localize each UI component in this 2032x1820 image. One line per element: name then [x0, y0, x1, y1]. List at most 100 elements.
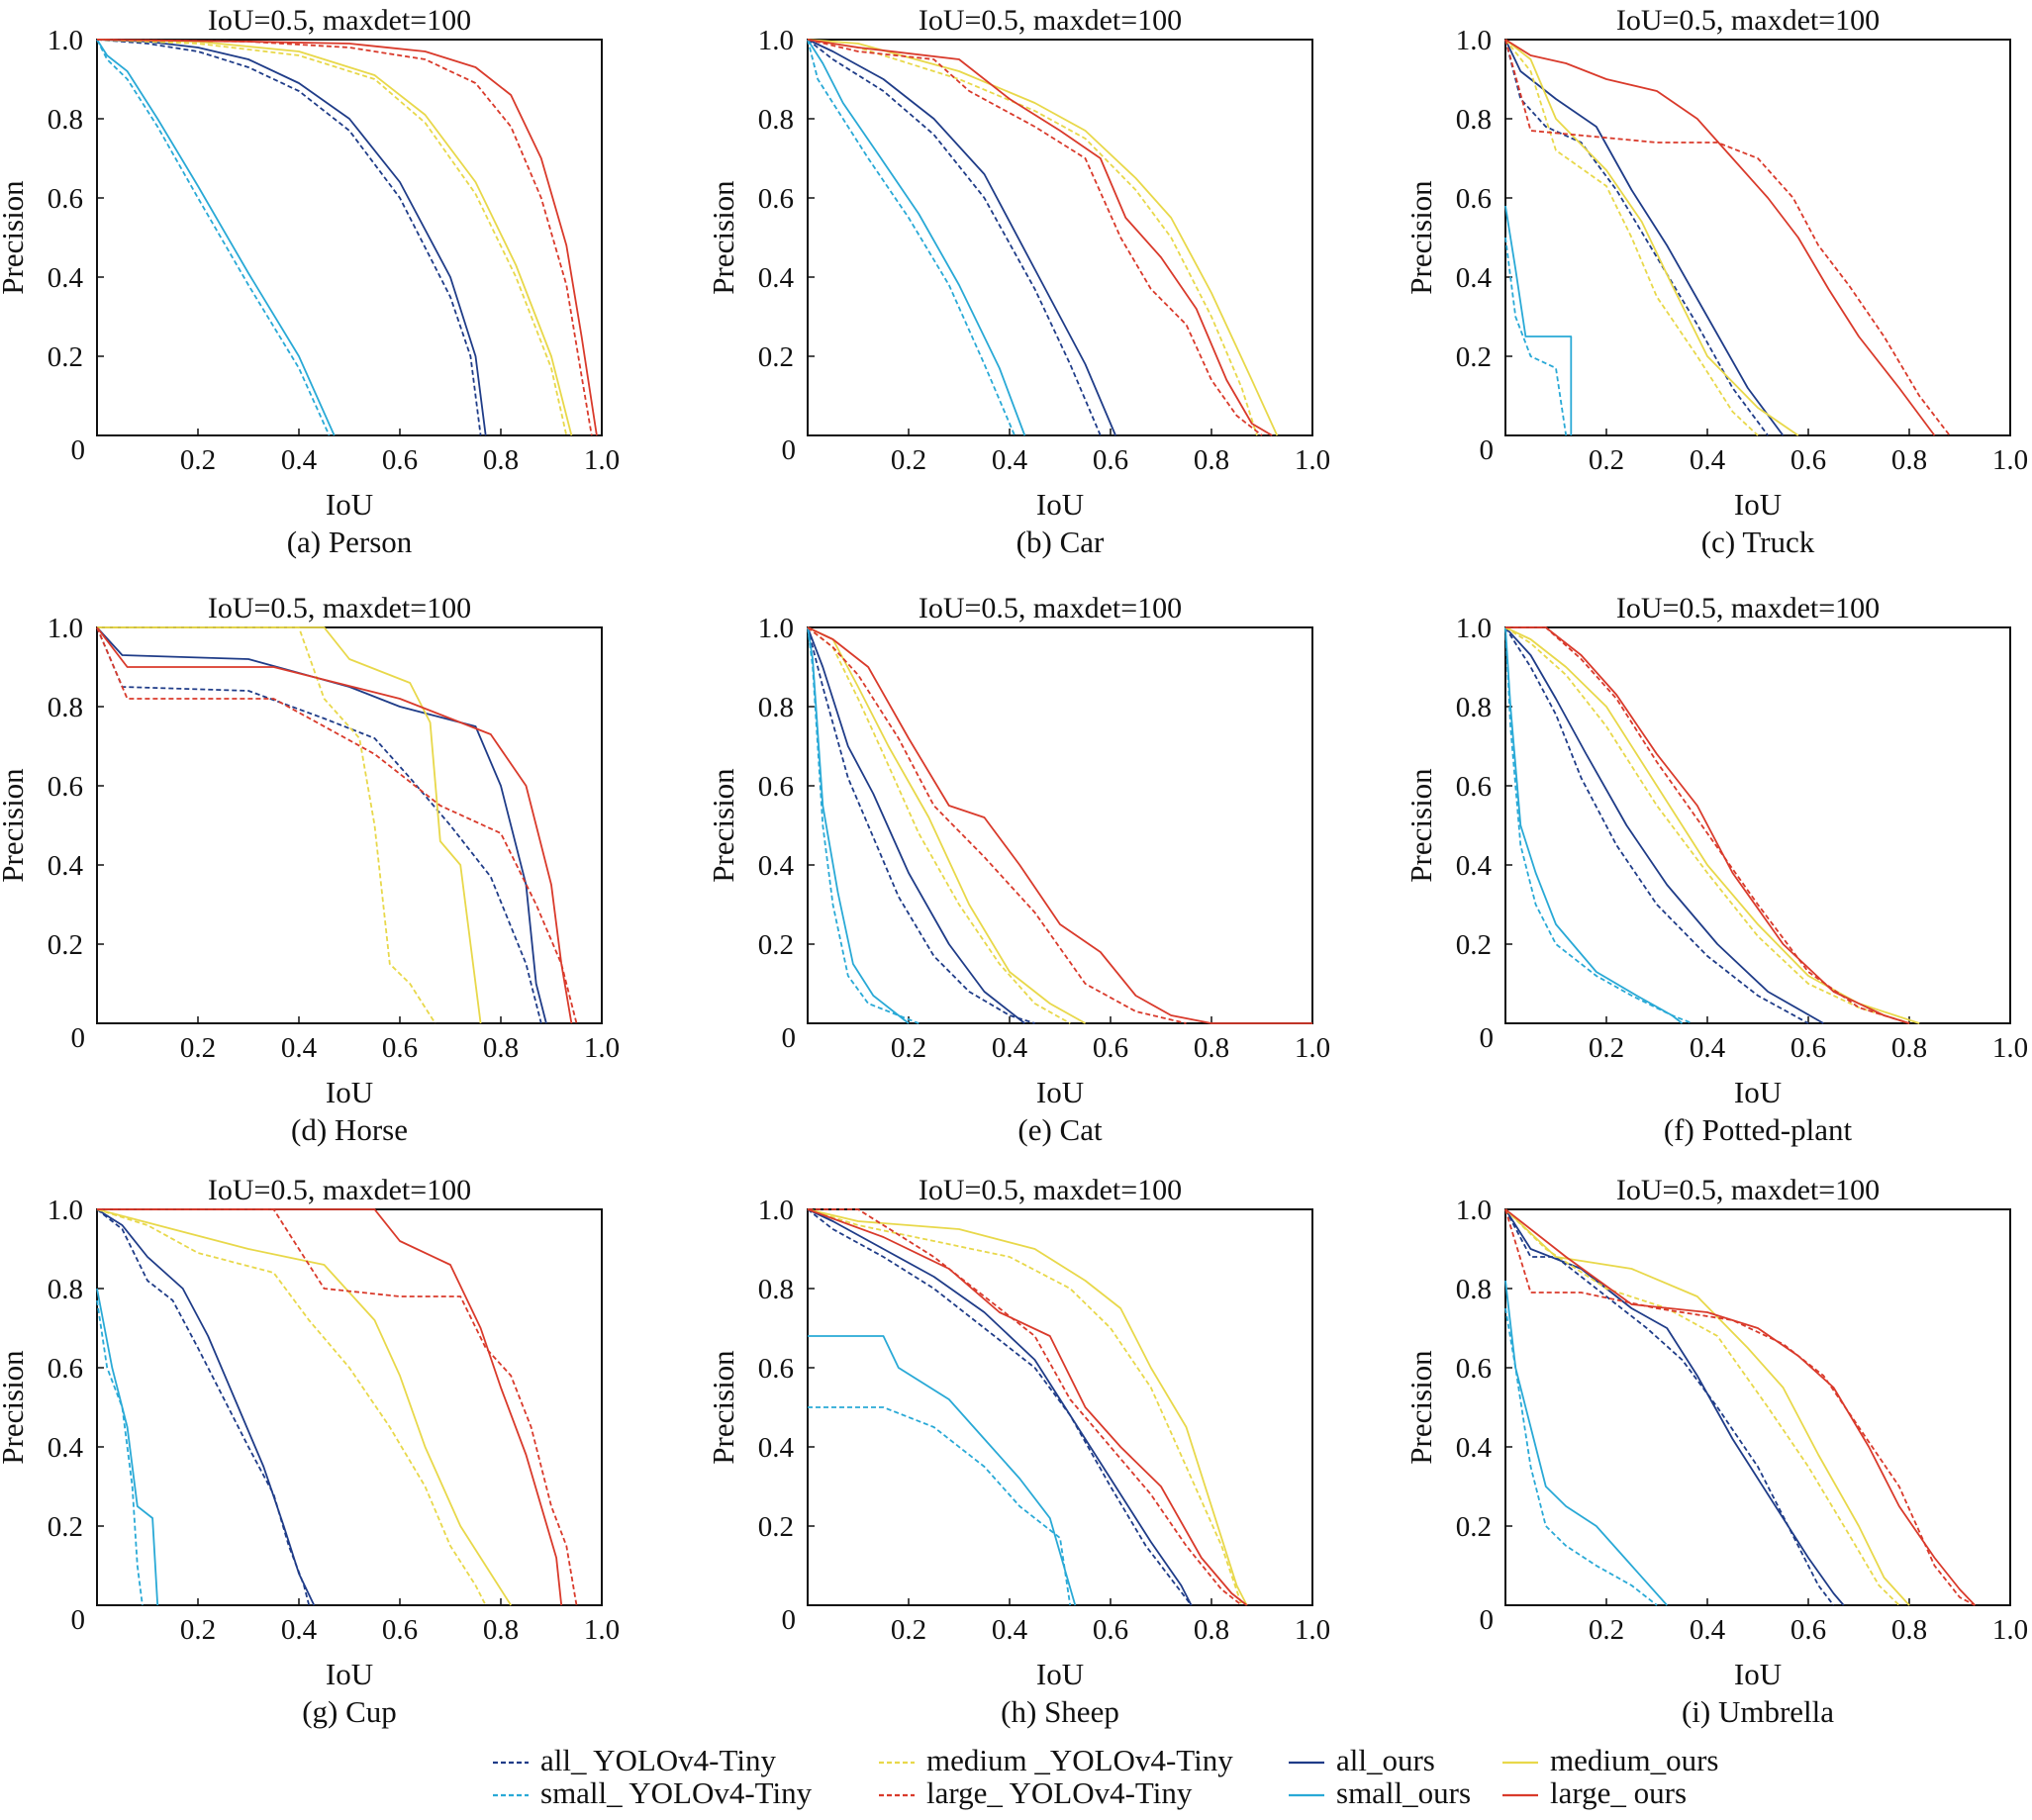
y-axis-label: Precision	[0, 1350, 30, 1465]
x-tick-label: 0.2	[891, 444, 926, 476]
series-line-medium-ours	[807, 1208, 1248, 1606]
series-line-all-yolo	[807, 626, 1035, 1024]
series-line-all-yolo	[96, 1208, 311, 1606]
panel-caption: (a) Person	[287, 525, 413, 559]
series-line-large-ours	[1505, 626, 1910, 1024]
x-axis-label: IoU	[1036, 1657, 1084, 1691]
chart-panel-5: IoU=0.5, maxdet=100 0.2 0.4 0.6 0.8 1.0 0.2 0.4…	[706, 592, 1330, 1147]
series-line-large-yolo	[1504, 1208, 1976, 1606]
x-tick-label: 0.2	[180, 1032, 216, 1064]
x-tick-label: 0.2	[180, 1614, 216, 1646]
x-tick-label: 0.6	[382, 1032, 418, 1064]
plot-frame	[1504, 626, 2011, 1024]
series-line-large-yolo	[807, 626, 1187, 1024]
y-axis-label: Precision	[1403, 768, 1438, 883]
legend-label: medium_ours	[1550, 1743, 1719, 1777]
x-axis-label: IoU	[1734, 1657, 1782, 1691]
x-tick-label: 0.4	[1690, 444, 1726, 476]
x-tick-label: 1.0	[584, 444, 620, 476]
series-line-large-ours	[1504, 39, 1936, 436]
series-line-small-ours	[807, 39, 1026, 436]
series-line-small-ours	[96, 1288, 159, 1606]
series-line-all-yolo	[1504, 1208, 1835, 1606]
plot-frame	[807, 626, 1313, 1024]
y-tick-label: 0.6	[48, 771, 83, 803]
y-tick-label: 0.8	[48, 1274, 83, 1305]
legend-item-large-yolo: large_ YOLOv4-Tiny	[879, 1775, 1193, 1810]
y-tick-label: 0.2	[758, 929, 794, 961]
series-line-medium-yolo	[96, 1208, 487, 1606]
y-axis-label: Precision	[0, 180, 30, 295]
y-tick-label: 0.4	[1456, 262, 1493, 294]
y-tick-label: 0.4	[48, 262, 84, 294]
panel-title: IoU=0.5, maxdet=100	[208, 592, 471, 624]
series-line-large-ours	[96, 626, 573, 1024]
panel-title: IoU=0.5, maxdet=100	[1616, 592, 1880, 624]
series-line-medium-yolo	[1504, 39, 1759, 436]
y-tick-label: 0.4	[758, 850, 795, 882]
plot-frame	[1504, 1208, 2011, 1606]
x-tick-label: 0.8	[483, 1032, 519, 1064]
y-tick-label: 1.0	[48, 1195, 83, 1226]
x-tick-label: 1.0	[1295, 1614, 1330, 1646]
panel-title: IoU=0.5, maxdet=100	[208, 4, 471, 37]
x-axis-label: IoU	[1734, 487, 1782, 522]
panel-caption: (i) Umbrella	[1682, 1694, 1834, 1729]
y-axis-label: Precision	[0, 768, 30, 883]
y-tick-label: 0.6	[758, 771, 794, 803]
x-tick-label: 0.8	[483, 444, 519, 476]
x-tick-label: 0.8	[1891, 444, 1927, 476]
y-tick-label: 0.6	[758, 183, 794, 215]
y-tick-label: 1.0	[1456, 1195, 1492, 1226]
x-tick-label: 0.2	[1589, 1032, 1624, 1064]
panel-title: IoU=0.5, maxdet=100	[919, 1174, 1182, 1206]
y-tick-label: 0.2	[1456, 929, 1492, 961]
x-tick-label: 0.2	[1589, 1614, 1624, 1646]
x-tick-label: 0.6	[1093, 1614, 1128, 1646]
series-line-large-yolo	[808, 1208, 1243, 1606]
origin-label: 0	[782, 1604, 797, 1636]
origin-label: 0	[71, 1604, 86, 1636]
series-line-large-ours	[807, 1208, 1248, 1606]
legend-item-medium-ours: medium_ours	[1502, 1743, 1719, 1777]
series-line-small-yolo	[1504, 237, 1568, 436]
origin-label: 0	[71, 1022, 86, 1054]
x-axis-label: IoU	[326, 487, 373, 522]
y-axis-label: Precision	[1403, 1350, 1438, 1465]
x-tick-label: 0.6	[382, 444, 418, 476]
x-tick-label: 1.0	[584, 1614, 620, 1646]
x-axis-label: IoU	[1036, 1075, 1084, 1109]
plot-frame	[807, 39, 1313, 436]
x-tick-label: 1.0	[1992, 1032, 2028, 1064]
y-tick-label: 0.4	[758, 262, 795, 294]
series-line-small-yolo	[1504, 1307, 1658, 1606]
x-tick-label: 0.8	[1194, 1614, 1229, 1646]
series-line-medium-ours	[807, 39, 1279, 436]
y-tick-label: 0.4	[48, 850, 84, 882]
series-line-large-yolo	[96, 39, 593, 436]
series-line-medium-ours	[807, 626, 1086, 1024]
y-axis-label: Precision	[706, 768, 740, 883]
series-line-medium-ours	[1504, 1208, 1910, 1606]
series-line-all-ours	[807, 1208, 1193, 1606]
series-line-small-yolo	[807, 626, 919, 1024]
series-line-all-yolo	[96, 626, 542, 1024]
x-tick-label: 1.0	[1992, 1614, 2028, 1646]
x-tick-label: 0.2	[891, 1032, 926, 1064]
y-tick-label: 0.2	[48, 929, 83, 961]
x-axis-label: IoU	[326, 1075, 373, 1109]
plot-frame	[96, 1208, 603, 1606]
legend-label: large_ ours	[1550, 1775, 1687, 1810]
series-line-small-yolo	[1504, 626, 1693, 1024]
legend-item-medium-yolo: medium _YOLOv4-Tiny	[879, 1743, 1233, 1777]
y-tick-label: 0.6	[1456, 1353, 1492, 1385]
series-line-medium-yolo	[97, 626, 436, 1024]
y-tick-label: 0.6	[48, 1353, 83, 1385]
series-line-large-yolo	[97, 1208, 578, 1606]
series-line-all-ours	[1504, 39, 1785, 436]
x-tick-label: 0.2	[180, 444, 216, 476]
x-tick-label: 0.8	[1891, 1032, 1927, 1064]
series-line-all-ours	[96, 1208, 316, 1606]
x-tick-label: 1.0	[584, 1032, 620, 1064]
y-tick-label: 1.0	[758, 613, 794, 644]
